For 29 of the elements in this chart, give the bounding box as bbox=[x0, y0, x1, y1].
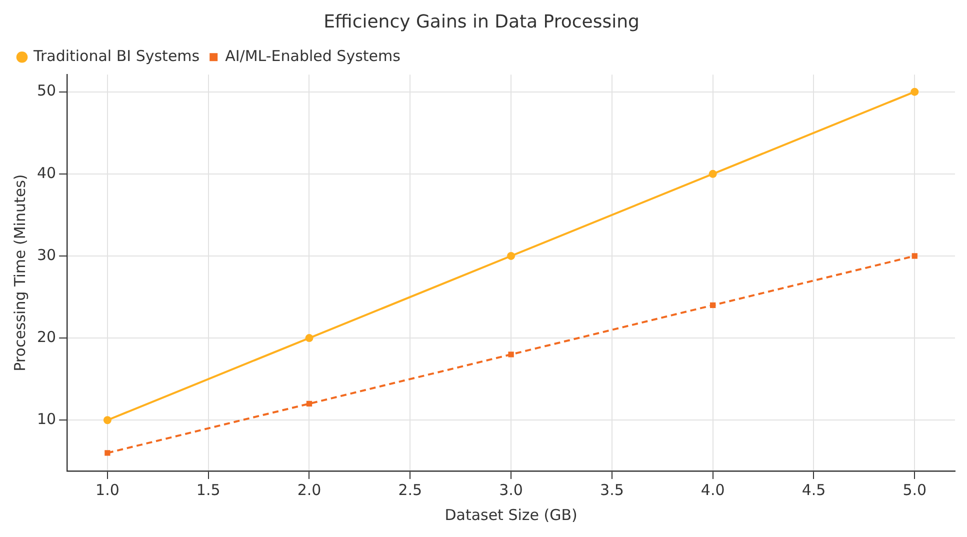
chart-title: Efficiency Gains in Data Processing bbox=[324, 11, 640, 32]
point bbox=[305, 334, 314, 342]
x-tick-label: 1.0 bbox=[96, 480, 120, 499]
legend-label: Traditional BI Systems bbox=[32, 46, 200, 65]
x-tick-label: 4.5 bbox=[802, 480, 826, 499]
x-tick-label: 2.0 bbox=[297, 480, 322, 499]
point bbox=[104, 450, 110, 456]
x-tick-label: 4.0 bbox=[700, 480, 725, 499]
point bbox=[710, 302, 716, 308]
point bbox=[306, 400, 312, 407]
point bbox=[910, 88, 919, 96]
x-axis-title: Dataset Size (GB) bbox=[444, 506, 578, 524]
x-tick-label: 2.5 bbox=[398, 480, 422, 499]
y-tick-label: 10 bbox=[36, 410, 56, 428]
y-tick-label: 30 bbox=[36, 246, 56, 264]
x-tick-label: 5.0 bbox=[902, 480, 927, 499]
point bbox=[912, 253, 918, 259]
y-axis-title: Processing Time (Minutes) bbox=[10, 174, 29, 372]
x-tick-label: 1.5 bbox=[196, 480, 220, 499]
y-tick-label: 50 bbox=[36, 82, 56, 100]
point bbox=[708, 170, 717, 178]
legend-label: AI/ML-Enabled Systems bbox=[225, 46, 401, 65]
point bbox=[103, 416, 112, 424]
point bbox=[508, 352, 514, 358]
x-tick-label: 3.5 bbox=[600, 480, 624, 499]
y-tick-label: 40 bbox=[36, 164, 56, 182]
x-tick-label: 3.0 bbox=[499, 480, 523, 499]
point bbox=[507, 252, 516, 260]
y-tick-label: 20 bbox=[36, 328, 56, 346]
